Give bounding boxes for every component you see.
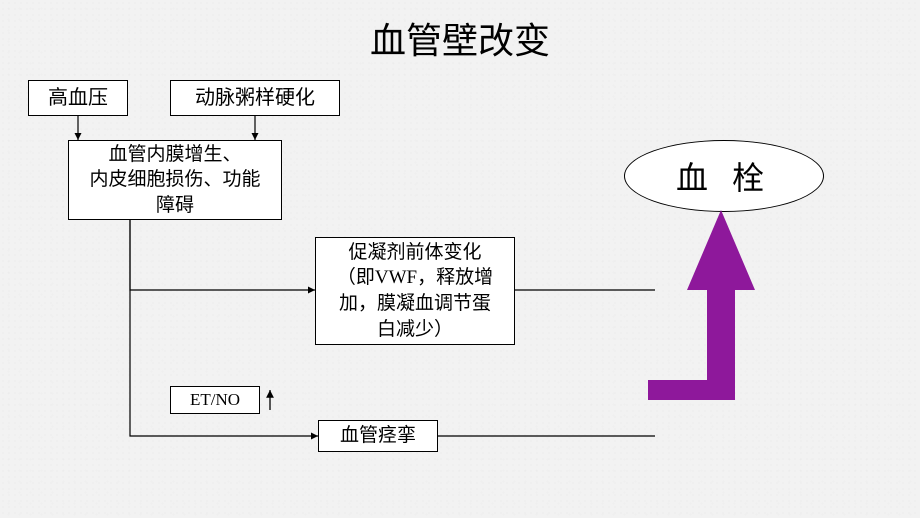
node-endothelial-injury: 血管内膜增生、 内皮细胞损伤、功能 障碍 xyxy=(68,140,282,220)
label-et-no: ET/NO xyxy=(170,386,260,414)
slide-title: 血管壁改变 xyxy=(0,12,920,64)
node-vasospasm: 血管痉挛 xyxy=(318,420,438,452)
node-atherosclerosis: 动脉粥样硬化 xyxy=(170,80,340,116)
node-hypertension: 高血压 xyxy=(28,80,128,116)
node-procoagulant-change: 促凝剂前体变化 （即VWF，释放增 加，膜凝血调节蛋 白减少） xyxy=(315,237,515,345)
node-thrombus: 血 栓 xyxy=(624,140,824,212)
